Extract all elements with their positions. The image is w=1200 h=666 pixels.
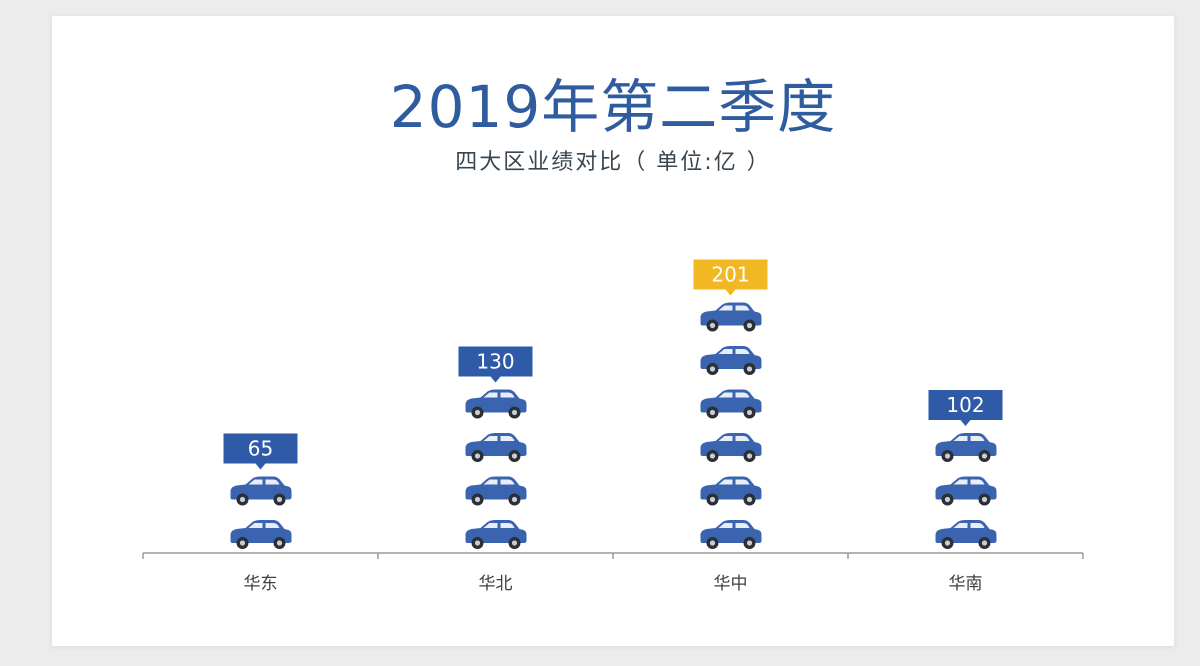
car-icon [700, 389, 762, 419]
x-tick-label: 华南 [949, 574, 983, 594]
svg-text:102: 102 [946, 393, 984, 417]
car-icon [465, 433, 527, 462]
car-icon [700, 433, 762, 462]
chart-subtitle: 四大区业绩对比（ 单位:亿 ） [455, 150, 771, 175]
car-icon [700, 520, 762, 549]
data-label: 65 [223, 433, 298, 470]
car-icon [935, 433, 997, 462]
svg-text:201: 201 [711, 263, 749, 287]
x-tick-label: 华东 [244, 574, 278, 594]
car-icon [935, 520, 997, 549]
car-icon [700, 476, 762, 506]
svg-text:65: 65 [248, 437, 273, 461]
car-icon [465, 520, 527, 549]
svg-text:130: 130 [476, 350, 514, 374]
data-label: 102 [928, 390, 1003, 426]
x-tick-label: 华北 [479, 574, 513, 594]
car-icon [700, 302, 762, 332]
car-icon [465, 476, 527, 506]
car-icon [230, 520, 292, 549]
x-tick-label: 华中 [714, 574, 748, 594]
data-label: 201 [693, 259, 768, 296]
car-icon [465, 389, 527, 419]
car-icon [700, 346, 762, 375]
chart-title: 2019年第二季度 [389, 73, 837, 141]
car-icon [935, 476, 997, 506]
data-label: 130 [458, 346, 533, 383]
car-icon [230, 476, 292, 506]
